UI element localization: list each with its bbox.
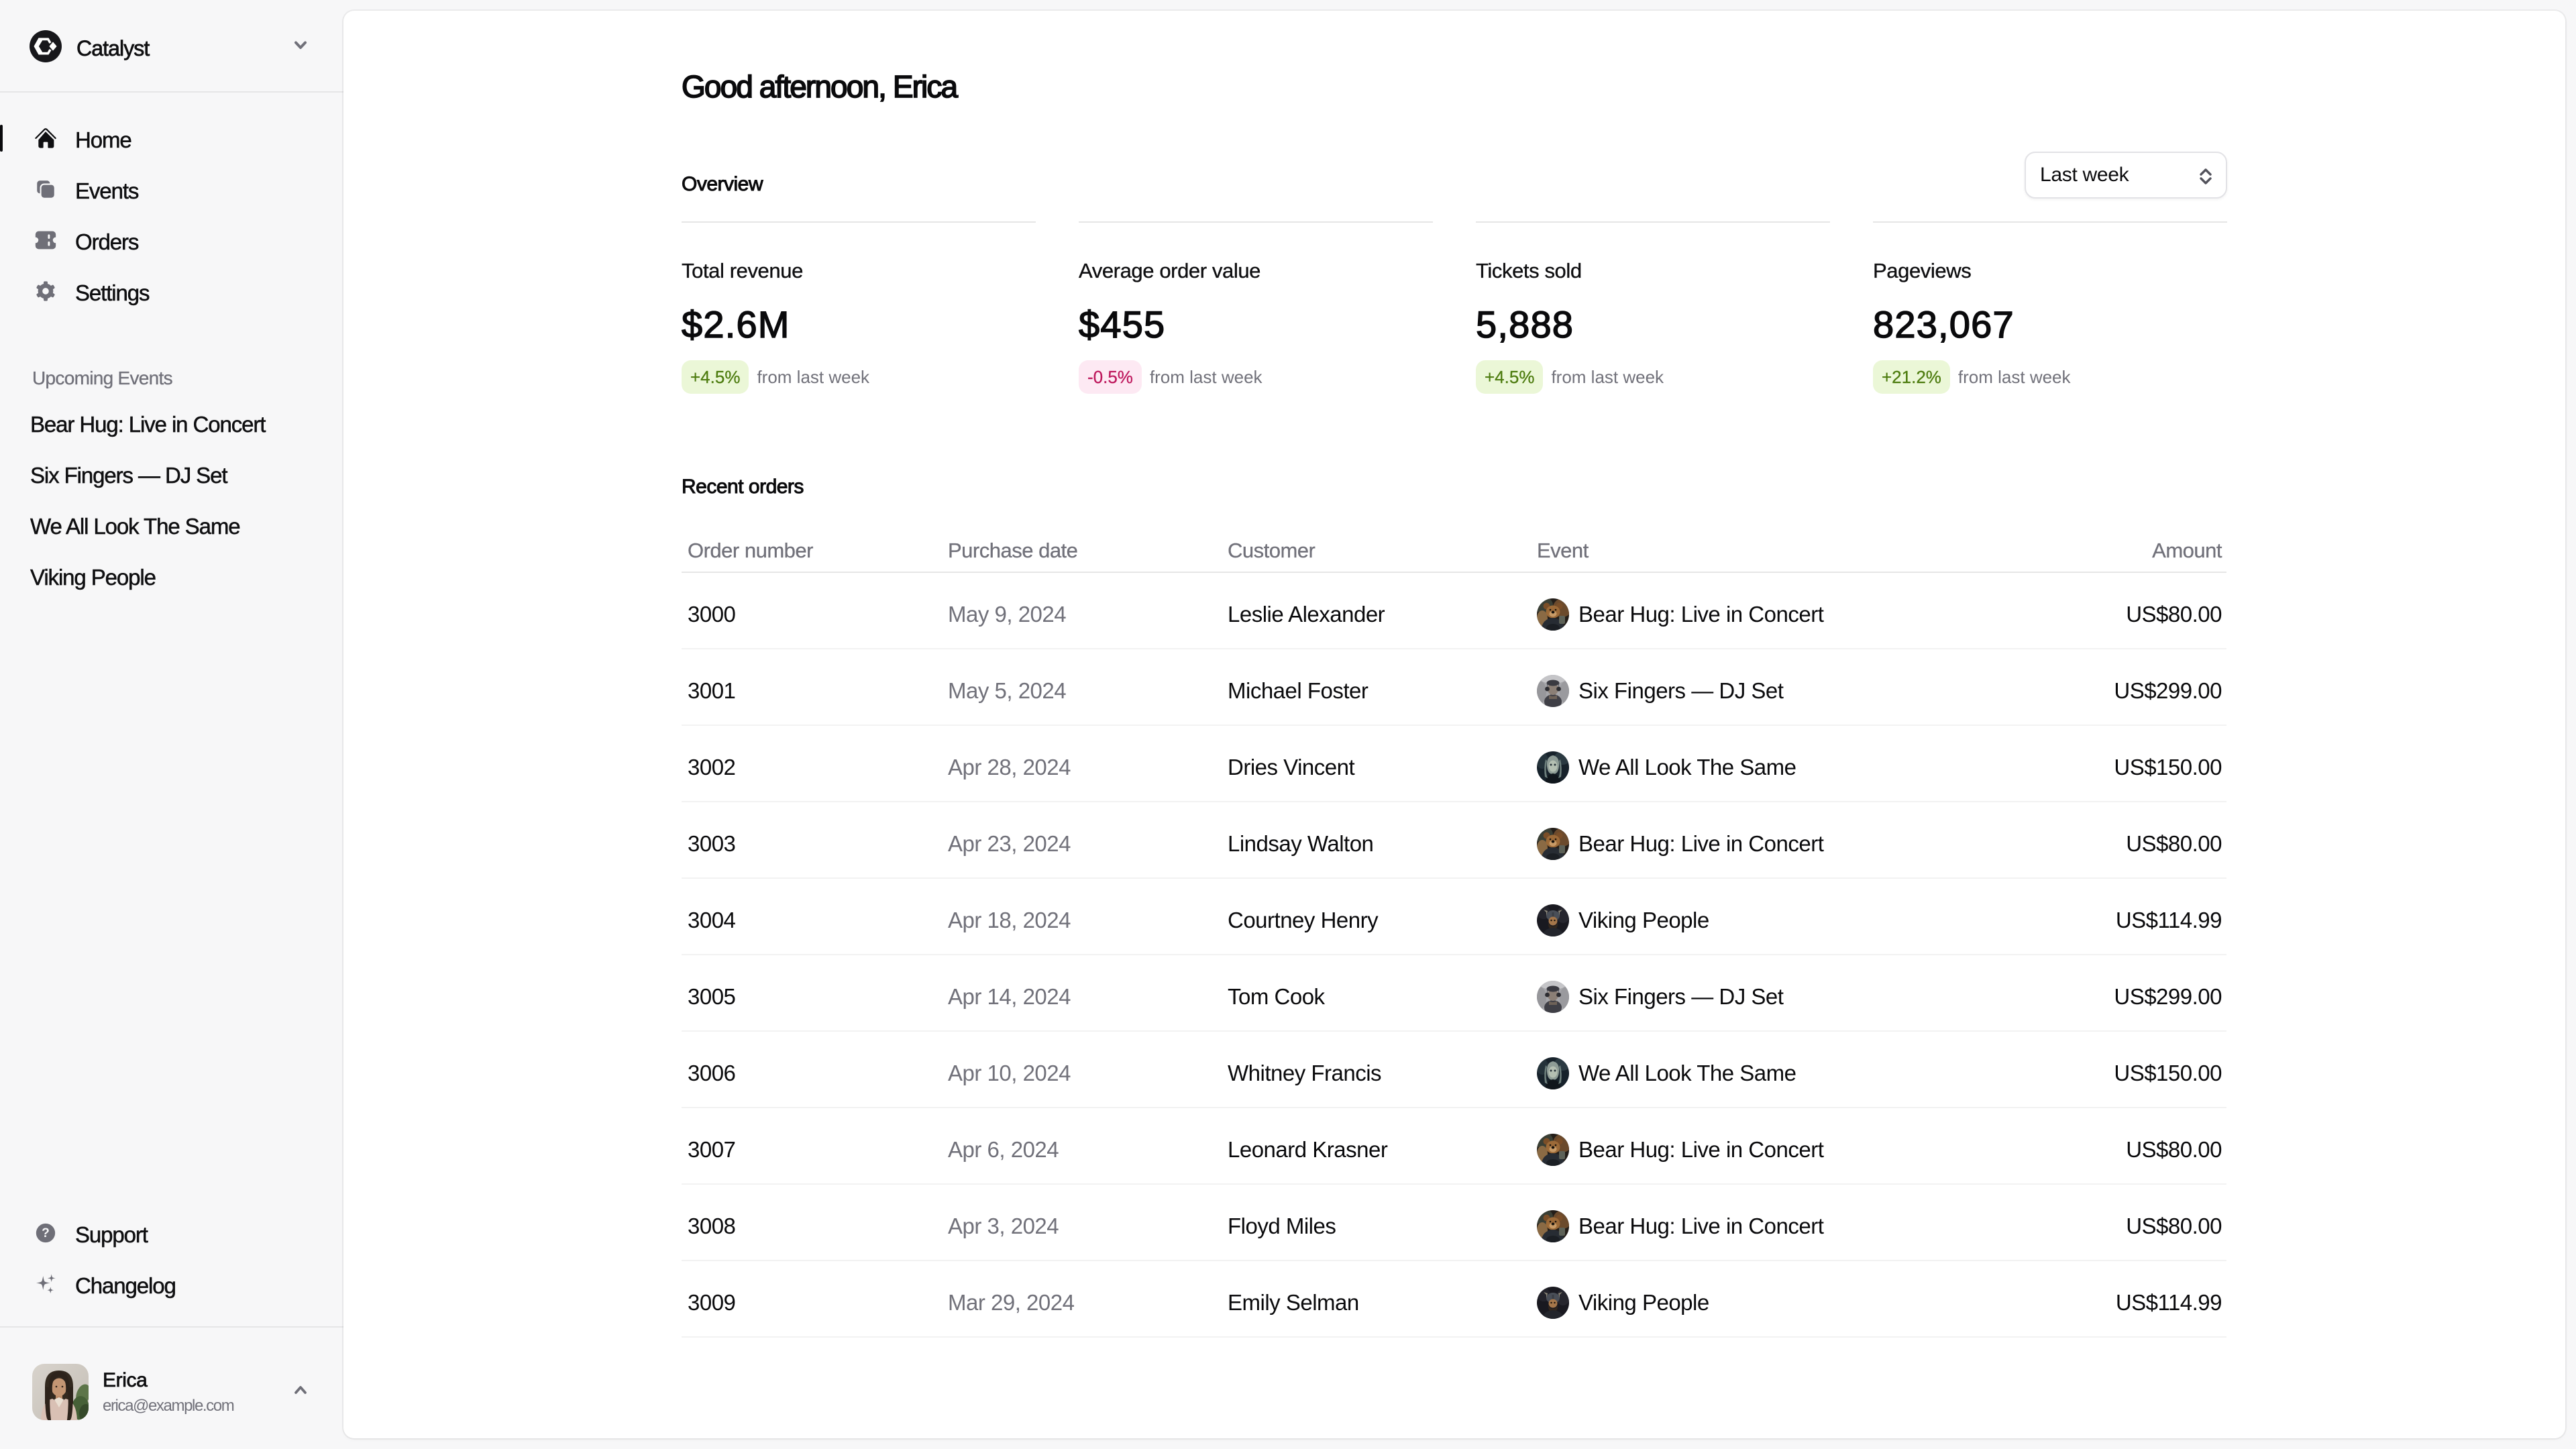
svg-text:?: ? [42, 1226, 50, 1240]
